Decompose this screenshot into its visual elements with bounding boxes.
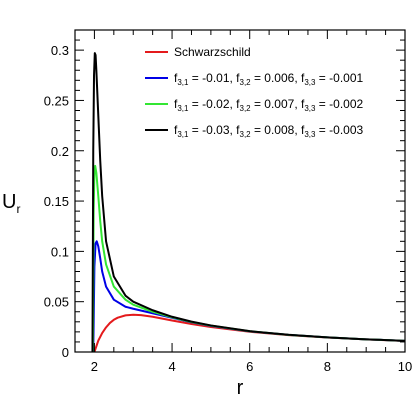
curves [91, 52, 405, 352]
y-tick-label: 0.05 [44, 295, 69, 310]
series-line-4 [91, 52, 405, 352]
x-tick-label: 10 [398, 359, 412, 374]
legend-entry-3: f3,1 = -0.02, f3,2 = 0.007, f3,3 = -0.00… [174, 97, 363, 113]
legend-entry-1: Schwarzschild [174, 45, 251, 59]
y-axis-label: Ur [2, 191, 20, 216]
x-axis-label: r [237, 377, 244, 399]
x-tick-label: 6 [246, 359, 253, 374]
y-tick-label: 0.2 [51, 144, 69, 159]
y-tick-label: 0.1 [51, 244, 69, 259]
y-tick-label: 0.3 [51, 43, 69, 58]
y-tick-label: 0 [62, 345, 69, 360]
y-tick-label: 0.25 [44, 93, 69, 108]
x-tick-label: 4 [168, 359, 175, 374]
x-tick-label: 2 [91, 359, 98, 374]
legend: Schwarzschild f3,1 = -0.01, f3,2 = 0.006,… [145, 45, 363, 139]
series-line-3 [91, 164, 405, 352]
y-axis-label-subscript: r [16, 202, 20, 216]
y-tick-label: 0.15 [44, 194, 69, 209]
legend-entry-2: f3,1 = -0.01, f3,2 = 0.006, f3,3 = -0.00… [174, 71, 363, 87]
legend-entry-4: f3,1 = -0.03, f3,2 = 0.008, f3,3 = -0.00… [174, 123, 363, 139]
y-axis-label-main: U [2, 191, 16, 213]
x-tick-label: 8 [324, 359, 331, 374]
series-line-2 [92, 240, 405, 352]
ticks: 2 4 6 8 10 0 0.05 0.1 0.15 0.2 0.25 0.3 [44, 30, 412, 374]
